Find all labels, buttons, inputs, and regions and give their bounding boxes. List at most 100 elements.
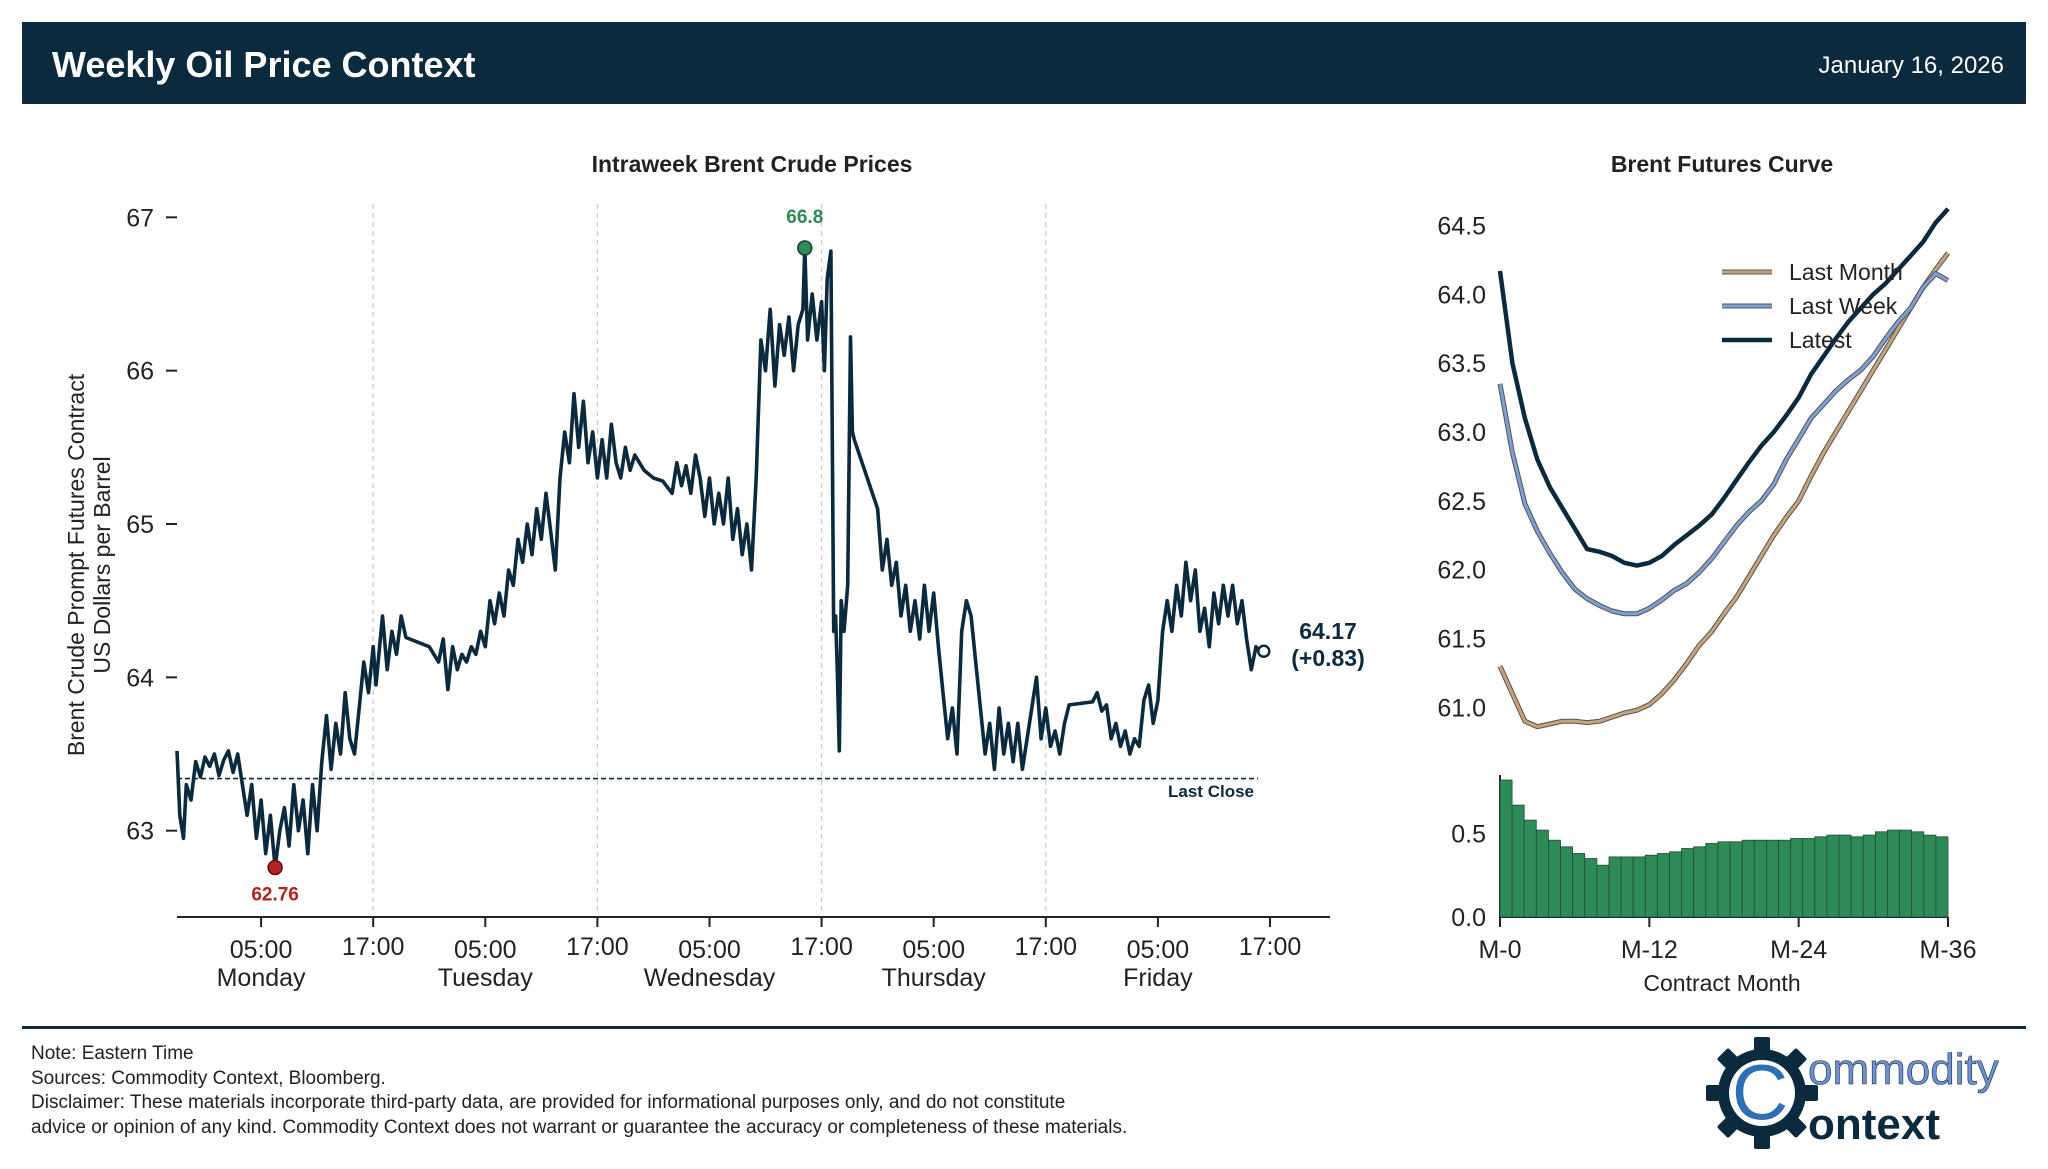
- page-title: Weekly Oil Price Context: [52, 44, 476, 85]
- x-tick-day-label: Thursday: [882, 964, 987, 992]
- x-tick-label: 17:00: [342, 933, 405, 961]
- spread-bar: [1729, 841, 1743, 918]
- bar-x-tick-label: M-24: [1770, 936, 1827, 964]
- last-close-label: Last Close: [1168, 782, 1254, 801]
- legend-label-latest: Latest: [1789, 327, 1852, 353]
- right-chart-title: Brent Futures Curve: [1611, 151, 1833, 177]
- curve-axes: 61.0 61.5 62.0 62.5 63.0 63.5 64.0 64.5: [1437, 212, 1486, 722]
- curve-y-tick-label: 63.5: [1437, 350, 1486, 378]
- spread-bar: [1862, 834, 1876, 918]
- x-tick-label: 17:00: [1015, 933, 1078, 961]
- bar-y-tick-label: 0.0: [1451, 904, 1486, 932]
- spread-bar: [1741, 839, 1755, 918]
- spread-bar: [1584, 858, 1598, 918]
- spread-bar: [1572, 853, 1586, 918]
- high-price-label: 66.8: [786, 207, 823, 228]
- left-ylabel-line1: Brent Crude Prompt Futures Contract: [63, 373, 89, 756]
- high-marker: [797, 240, 813, 256]
- spread-bar: [1705, 843, 1719, 918]
- last-price-change: (+0.83): [1291, 645, 1365, 671]
- x-tick-label: 05:00: [902, 936, 965, 964]
- spread-bars: [1499, 779, 1949, 918]
- last-marker: [1257, 644, 1271, 659]
- x-tick-label: 05:00: [230, 936, 293, 964]
- spread-bar: [1935, 836, 1949, 918]
- curve-y-tick-label: 61.5: [1437, 626, 1486, 654]
- last-price-value: 64.17: [1299, 618, 1357, 644]
- bar-y-tick-label: 0.5: [1451, 820, 1486, 848]
- spread-bar: [1899, 829, 1913, 918]
- spread-bar: [1778, 839, 1792, 918]
- spread-bar: [1523, 819, 1537, 918]
- last-week-curve-outline: [1497, 271, 1950, 617]
- spread-bar: [1693, 846, 1707, 918]
- spread-bar: [1717, 841, 1731, 918]
- curve-y-tick-label: 61.0: [1437, 694, 1486, 722]
- commodity-context-logo: C ommodity ontext: [1706, 1037, 1999, 1149]
- left-series: [175, 240, 1271, 876]
- spread-bar: [1681, 848, 1695, 918]
- footer-sources: Sources: Commodity Context, Bloomberg.: [31, 1067, 386, 1089]
- curve-legend: Last Month Last Week Latest: [1722, 259, 1903, 353]
- spread-bar: [1499, 779, 1513, 918]
- bar-x-tick-label: M-36: [1920, 936, 1977, 964]
- spread-bar: [1802, 838, 1816, 918]
- left-chart-title: Intraweek Brent Crude Prices: [592, 151, 913, 177]
- spread-bar: [1608, 856, 1622, 918]
- x-tick-label: 05:00: [454, 936, 517, 964]
- x-tick-day-label: Wednesday: [644, 964, 776, 992]
- bar-x-tick-label: M-12: [1621, 936, 1678, 964]
- header-bar: Weekly Oil Price Context January 16, 202…: [22, 22, 2026, 104]
- y-tick-label: 66: [126, 358, 154, 386]
- logo-word-context: ontext: [1808, 1100, 1940, 1149]
- y-tick-label: 63: [126, 818, 154, 846]
- logo-word-commodity: ommodity: [1808, 1045, 1999, 1094]
- left-grid: [372, 204, 1047, 915]
- last-month-curve: [1498, 252, 1950, 729]
- svg-text:C: C: [1732, 1048, 1788, 1136]
- legend-label-last-week: Last Week: [1789, 293, 1898, 319]
- curve-series: [1497, 207, 1950, 730]
- spread-bar: [1535, 829, 1549, 918]
- spread-bar: [1596, 864, 1610, 918]
- footer-disclaimer-line2: advice or opinion of any kind. Commodity…: [31, 1116, 1128, 1138]
- x-tick-day-label: Friday: [1123, 964, 1193, 992]
- spread-bar: [1766, 839, 1779, 918]
- low-price-label: 62.76: [251, 884, 299, 905]
- y-tick-label: 65: [126, 511, 154, 539]
- report-date: January 16, 2026: [1818, 52, 2004, 79]
- curve-y-tick-label: 63.0: [1437, 419, 1486, 447]
- gear-icon: C: [1706, 1037, 1818, 1149]
- curve-y-tick-label: 62.0: [1437, 557, 1486, 585]
- curve-y-tick-label: 64.5: [1437, 212, 1486, 240]
- brent-price-line: [175, 246, 1261, 870]
- spread-bar: [1644, 854, 1658, 918]
- spread-bar: [1850, 836, 1864, 918]
- spread-bar: [1620, 856, 1634, 918]
- footer-disclaimer-line1: Disclaimer: These materials incorporate …: [31, 1092, 1066, 1113]
- spread-bar: [1814, 836, 1828, 918]
- x-tick-label: 05:00: [1127, 936, 1190, 964]
- contract-month-xlabel: Contract Month: [1643, 970, 1800, 996]
- curve-y-tick-label: 62.5: [1437, 488, 1486, 516]
- spread-bar: [1753, 839, 1767, 918]
- x-tick-label: 17:00: [1239, 933, 1302, 961]
- spread-bar: [1669, 851, 1683, 918]
- spread-bar: [1560, 846, 1574, 918]
- footer-divider: [22, 1026, 2026, 1029]
- spread-bar: [1826, 834, 1840, 918]
- last-week-curve: [1498, 272, 1949, 616]
- x-tick-label: 17:00: [790, 933, 853, 961]
- spread-bar: [1790, 838, 1804, 918]
- last-month-curve-outline: [1497, 251, 1950, 730]
- spread-bar: [1875, 831, 1888, 918]
- x-tick-day-label: Monday: [217, 964, 306, 992]
- spread-bar: [1838, 834, 1852, 918]
- low-marker: [267, 859, 283, 876]
- spread-bar: [1632, 856, 1646, 918]
- spread-bar: [1887, 829, 1901, 918]
- left-ylabel-line2: US Dollars per Barrel: [89, 456, 115, 673]
- bar-x-tick-label: M-0: [1478, 936, 1521, 964]
